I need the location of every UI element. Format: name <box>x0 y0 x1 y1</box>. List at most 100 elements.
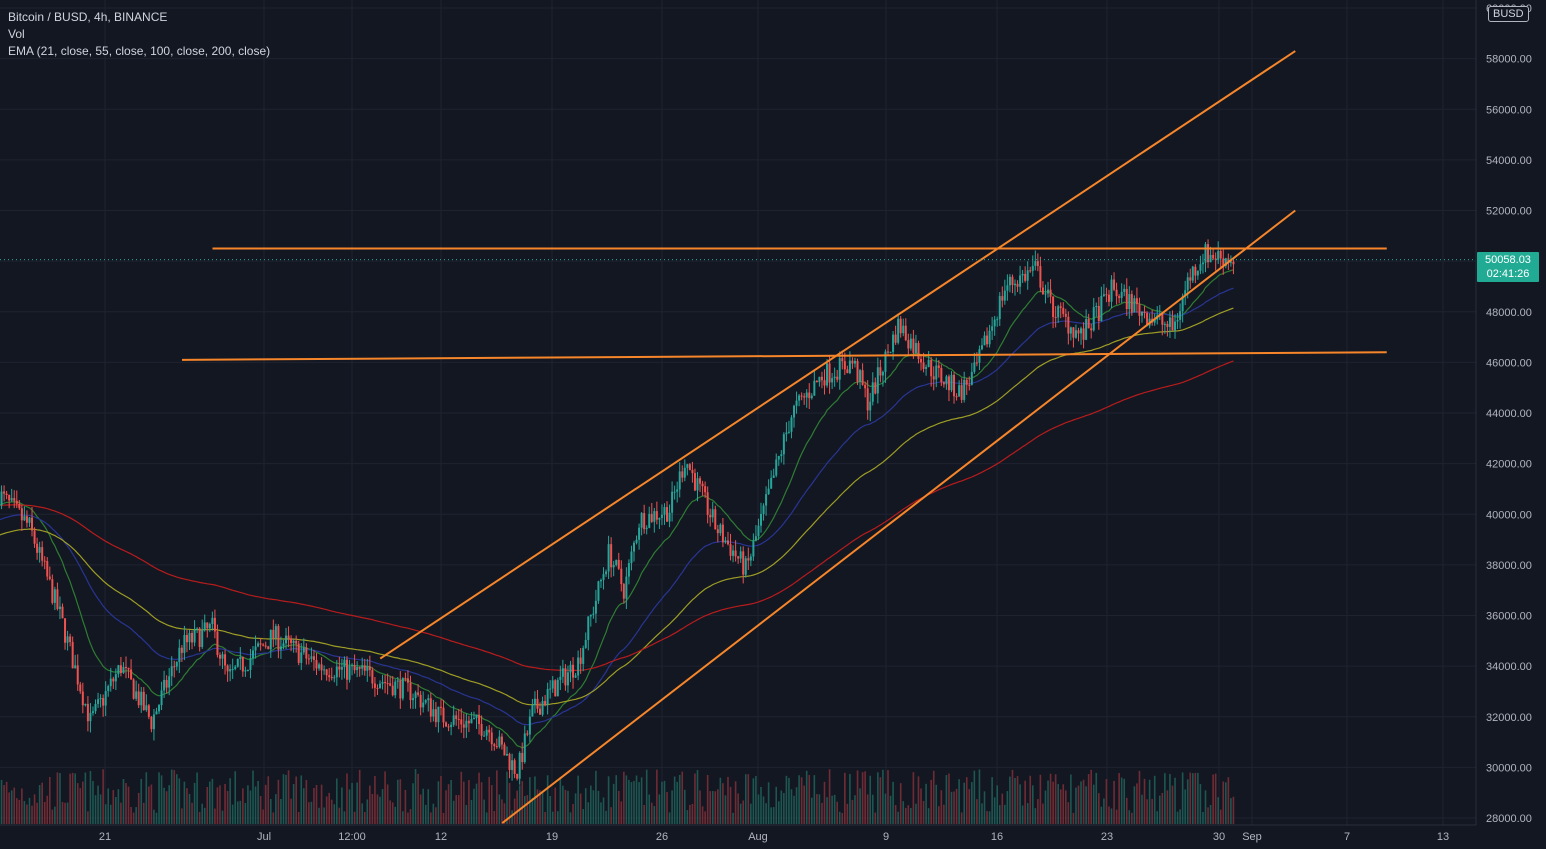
volume-bar <box>795 787 798 824</box>
volume-bar <box>442 812 445 824</box>
volume-bar <box>650 802 653 824</box>
volume-bar <box>1141 794 1143 824</box>
volume-bar <box>1181 772 1184 824</box>
volume-indicator-label[interactable]: Vol <box>8 27 25 41</box>
volume-bar <box>216 787 219 824</box>
volume-bar <box>424 804 427 824</box>
volume-bar <box>922 800 925 824</box>
volume-bar <box>1057 784 1059 824</box>
volume-bar <box>971 782 973 824</box>
volume-bar <box>318 807 320 824</box>
volume-bar <box>155 812 158 824</box>
volume-bar <box>1006 791 1009 824</box>
volume-bar <box>739 803 742 824</box>
candle-body <box>998 296 1001 320</box>
volume-bar <box>247 785 249 824</box>
candle-body <box>813 380 816 396</box>
candle-body <box>241 656 244 672</box>
volume-bar <box>59 773 61 824</box>
volume-bar <box>884 793 887 824</box>
candle-body <box>691 469 694 474</box>
candle-body <box>391 685 394 696</box>
candle-body <box>442 707 445 723</box>
candle-body <box>960 385 963 400</box>
candle-body <box>500 736 503 745</box>
trendline-2[interactable] <box>501 209 1296 824</box>
trendline-4[interactable] <box>181 351 1387 361</box>
candle-body <box>582 647 585 664</box>
candle-body <box>155 711 158 715</box>
volume-bar <box>231 804 234 824</box>
candle-body <box>498 736 501 747</box>
candle-body <box>246 669 249 671</box>
volume-bar <box>1133 786 1136 824</box>
ema-lines <box>0 269 1234 749</box>
volume-bar <box>158 772 160 824</box>
candle-body <box>1001 296 1004 301</box>
candle-body <box>1130 294 1133 313</box>
candle-body <box>709 514 712 518</box>
candle-body <box>5 493 8 496</box>
volume-bar <box>691 803 694 824</box>
candle-body <box>450 724 453 728</box>
volume-bar <box>562 785 564 824</box>
volume-bar <box>269 798 272 824</box>
volume-bar <box>1100 806 1103 824</box>
candle-body <box>1102 294 1105 296</box>
candle-body <box>820 376 823 381</box>
candle-body <box>193 629 196 643</box>
volume-bar <box>323 807 325 824</box>
candle-body <box>89 712 92 722</box>
volume-bar <box>663 780 666 824</box>
volume-bar <box>206 786 209 824</box>
candle-body <box>274 626 277 639</box>
candle-body <box>643 513 646 530</box>
candle-body <box>394 681 397 696</box>
candle-body <box>445 722 448 727</box>
volume-bar <box>150 784 153 824</box>
candle-body <box>462 724 465 728</box>
last-price-tag: 50058.03 02:41:26 <box>1477 252 1539 282</box>
volume-bar <box>661 781 663 824</box>
volume-bar <box>186 788 188 824</box>
volume-bar <box>3 785 5 824</box>
candle-body <box>1054 317 1057 319</box>
candle-body <box>414 692 417 699</box>
ema-indicator-label[interactable]: EMA (21, close, 55, close, 100, close, 2… <box>8 44 271 58</box>
volume-bar <box>419 794 422 824</box>
candle-body <box>1100 295 1103 322</box>
candle-body <box>269 629 272 650</box>
volume-bar <box>998 805 1001 824</box>
volume-bar <box>92 780 94 824</box>
candle-body <box>1011 276 1014 286</box>
candle-body <box>99 698 102 700</box>
candle-body <box>673 491 676 493</box>
volume-bar <box>846 803 849 824</box>
candle-body <box>970 371 973 385</box>
price-axis[interactable]: 28000.00 30000.00 32000.00 34000.00 36000.00… <box>1486 3 1532 825</box>
volume-bar <box>374 776 376 824</box>
candle-body <box>401 678 404 699</box>
volume-bar <box>699 790 701 824</box>
candle-body <box>622 584 625 599</box>
price-tick-label: 42000.00 <box>1486 459 1532 471</box>
volume-bar <box>478 772 480 824</box>
candle-body <box>1107 294 1110 302</box>
time-axis[interactable]: 21 Jul 12:00 12 19 26 Aug 9 16 23 30 Sep 7 13 <box>99 831 1449 843</box>
candle-body <box>678 471 681 490</box>
candle-body <box>185 635 188 643</box>
trendline-annotations[interactable] <box>181 50 1387 824</box>
candle-body <box>800 395 803 397</box>
candle-body <box>1059 306 1062 308</box>
volume-bar <box>361 803 364 824</box>
candle-body <box>142 691 145 711</box>
volume-bar <box>209 781 211 824</box>
volume-bar <box>427 789 430 824</box>
currency-badge[interactable]: BUSD <box>1488 6 1529 22</box>
symbol-title[interactable]: Bitcoin / BUSD, 4h, BINANCE <box>8 10 168 24</box>
price-tick-label: 36000.00 <box>1486 611 1532 623</box>
candle-body <box>795 400 798 406</box>
candle-body <box>1057 306 1060 318</box>
volume-bar <box>264 784 267 824</box>
